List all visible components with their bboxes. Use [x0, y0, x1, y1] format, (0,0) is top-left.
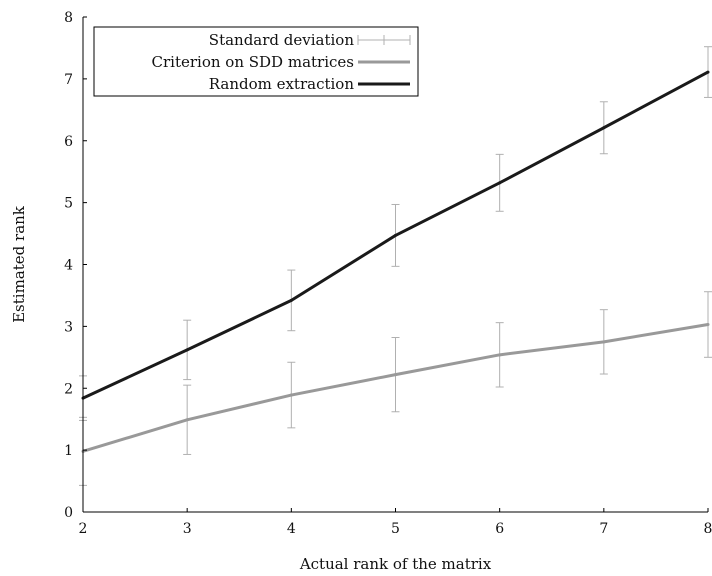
data-point [706, 70, 710, 74]
y-tick-label: 0 [64, 505, 73, 521]
y-axis-label: Estimated rank [10, 205, 28, 323]
data-point [498, 353, 502, 357]
x-tick-label: 4 [287, 521, 296, 537]
x-axis-label: Actual rank of the matrix [299, 555, 492, 573]
legend-label: Standard deviation [209, 31, 355, 49]
data-point [185, 348, 189, 352]
y-tick-label: 4 [64, 258, 73, 274]
legend-item: Random extraction [209, 75, 410, 93]
data-point [185, 418, 189, 422]
x-tick-label: 6 [495, 521, 504, 537]
y-tick-label: 6 [64, 134, 73, 150]
series-lines [81, 70, 710, 453]
x-tick-label: 8 [704, 521, 712, 537]
data-point [602, 126, 606, 130]
x-tick-label: 7 [599, 521, 608, 537]
legend-item: Criterion on SDD matrices [152, 53, 410, 71]
data-point [498, 181, 502, 185]
legend-item: Standard deviation [209, 31, 411, 49]
legend-label: Random extraction [209, 75, 355, 93]
x-tick-label: 2 [79, 521, 88, 537]
data-point [289, 393, 293, 397]
y-tick-label: 8 [64, 10, 73, 26]
y-tick-label: 7 [64, 72, 73, 88]
y-tick-label: 1 [64, 443, 73, 459]
x-tick-label: 3 [183, 521, 192, 537]
error-bars [79, 46, 712, 486]
legend-label: Criterion on SDD matrices [152, 53, 354, 71]
tick-labels: 2 3 4 5 6 7 8 0 1 2 3 4 5 6 7 8 [64, 10, 712, 537]
data-point [289, 298, 293, 302]
legend: Standard deviation Criterion on SDD matri… [93, 26, 419, 97]
y-tick-label: 2 [64, 381, 73, 397]
y-tick-label: 3 [64, 319, 73, 335]
data-point [394, 233, 397, 237]
data-point [706, 323, 710, 327]
data-point [602, 340, 606, 344]
axes [82, 16, 709, 513]
y-tick-label: 5 [64, 196, 73, 212]
x-tick-label: 5 [391, 521, 400, 537]
data-point [394, 373, 397, 377]
